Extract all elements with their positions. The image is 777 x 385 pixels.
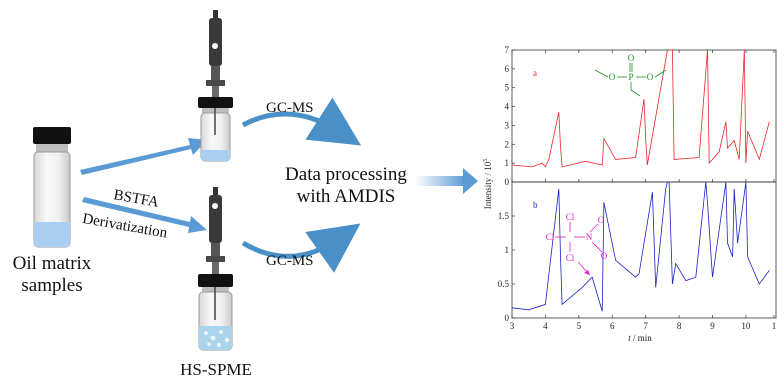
panel-label-a: a xyxy=(533,68,537,78)
xtick-label: 5 xyxy=(577,321,582,331)
xtick-label: 10 xyxy=(741,321,751,331)
atom-n: N xyxy=(586,232,593,242)
y-axis-label: Intensity / 10 xyxy=(483,161,493,209)
ytick-label: 0.5 xyxy=(498,279,510,289)
ytick-label: 5 xyxy=(505,83,510,93)
spme-device-top xyxy=(198,10,233,162)
ytick-label: 7 xyxy=(505,45,510,55)
atom-o-left: O xyxy=(609,72,616,82)
atom-o-1: O xyxy=(598,215,605,225)
structure-b-arrowhead xyxy=(584,270,590,275)
xtick-label: 3 xyxy=(510,321,515,331)
atom-o-right: O xyxy=(647,72,654,82)
ytick-label: 2 xyxy=(505,139,510,149)
hs-spme-label: HS-SPME xyxy=(180,360,252,379)
ytick-label: 1 xyxy=(505,158,510,168)
xtick-label: 6 xyxy=(610,321,615,331)
curved-arrow-bottom xyxy=(241,223,361,273)
xtick-label: 9 xyxy=(710,321,715,331)
gcms-label-top: GC-MS xyxy=(266,100,314,116)
gcms-label-bottom: GC-MS xyxy=(266,253,314,269)
oil-matrix-vial xyxy=(33,127,71,248)
ytick-label: 4 xyxy=(505,102,510,112)
x-axis-symbol: t xyxy=(628,333,631,343)
y-axis-title: Intensity / 105 xyxy=(483,159,493,210)
ytick-label: 1 xyxy=(505,245,510,255)
sample-label-line1: Oil matrix xyxy=(13,253,92,274)
panel-label-b: b xyxy=(533,200,538,210)
xtick-label: 4 xyxy=(543,321,548,331)
ytick-label: 0 xyxy=(505,177,510,187)
curved-arrow-top xyxy=(241,97,362,146)
arrow-to-bottom-vial xyxy=(82,197,207,233)
process-label-line1: Data processing xyxy=(285,164,407,185)
x-axis-title: t / min xyxy=(628,333,652,343)
chromatogram-chart: 0 1 2 3 4 5 6 7 0 0.5 1 1.5 3 4 5 6 7 8 9 10 1 a b Intensity… xyxy=(483,45,777,343)
spme-device-bottom xyxy=(198,187,233,351)
trace-b xyxy=(511,181,770,312)
atom-o-top: O xyxy=(628,53,635,63)
x-axis-unit: / min xyxy=(631,333,653,343)
ytick-label: 3 xyxy=(505,120,510,130)
xtick-label: 8 xyxy=(677,321,682,331)
ytick-label: 0 xyxy=(505,313,510,323)
sample-label-line2: samples xyxy=(21,275,82,296)
atom-cl-bottom: Cl xyxy=(566,253,575,263)
y-axis-exponent: 5 xyxy=(483,159,489,162)
ytick-label: 6 xyxy=(505,64,510,74)
structure-a xyxy=(594,63,667,97)
reagent-label: BSTFA xyxy=(112,187,160,211)
structure-b xyxy=(555,222,603,276)
atom-cl-left: Cl xyxy=(546,232,555,242)
arrow-to-top-vial xyxy=(80,138,207,175)
svg-text:Intensity / 105: Intensity / 105 xyxy=(483,159,493,210)
ytick-label: 1.5 xyxy=(498,211,510,221)
process-label-line2: with AMDIS xyxy=(297,186,396,207)
atom-cl-top: Cl xyxy=(566,212,575,222)
xtick-label: 7 xyxy=(643,321,648,331)
xtick-label: 1 xyxy=(772,321,777,331)
panel-a-frame xyxy=(511,49,777,183)
atom-o-2: O xyxy=(601,251,608,261)
arrow-to-chart xyxy=(415,168,478,194)
atom-p: P xyxy=(628,72,633,82)
trace-a xyxy=(511,49,770,168)
